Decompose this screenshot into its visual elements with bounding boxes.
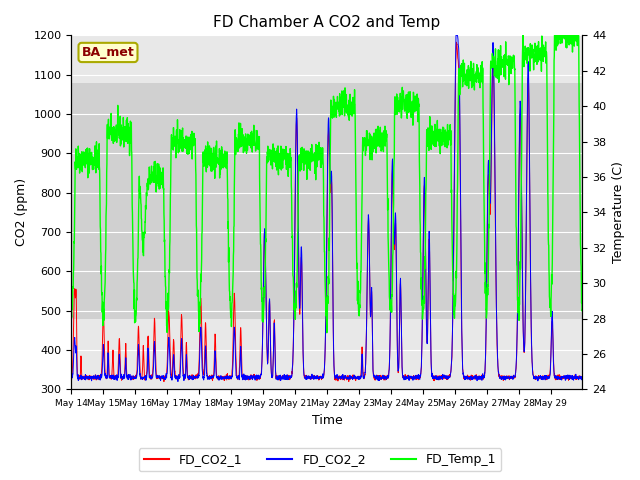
Y-axis label: CO2 (ppm): CO2 (ppm) — [15, 178, 28, 246]
Y-axis label: Temperature (C): Temperature (C) — [612, 161, 625, 263]
Legend: FD_CO2_1, FD_CO2_2, FD_Temp_1: FD_CO2_1, FD_CO2_2, FD_Temp_1 — [139, 448, 501, 471]
Title: FD Chamber A CO2 and Temp: FD Chamber A CO2 and Temp — [213, 15, 440, 30]
Bar — [72, 83, 582, 319]
X-axis label: Time: Time — [312, 414, 342, 427]
Text: BA_met: BA_met — [82, 46, 134, 59]
